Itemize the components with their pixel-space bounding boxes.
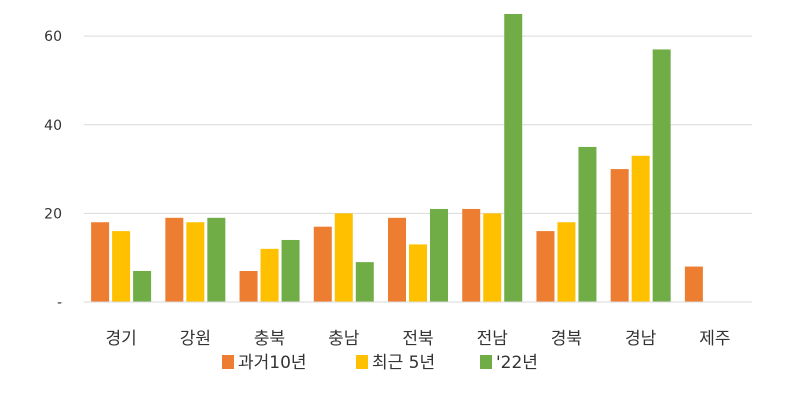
bar-경남-최근 5년 (631, 155, 650, 302)
y-tick-label: - (57, 295, 62, 311)
bar-경기-최근 5년 (112, 231, 131, 302)
bar-충북-최근 5년 (260, 248, 279, 302)
bar-경북-'22년 (578, 146, 597, 302)
y-tick-label: 40 (44, 118, 62, 134)
y-tick-label: 20 (44, 206, 62, 222)
legend-swatch (480, 355, 492, 369)
bar-경기-과거10년 (91, 222, 110, 302)
x-axis-labels: 경기 강원 충북 충남 전북 전남 경북 경남 제주 (105, 329, 730, 349)
legend-label: 최근 5년 (372, 353, 435, 373)
y-tick-label: 60 (44, 29, 62, 45)
bar-충남-'22년 (355, 262, 374, 302)
bar-경북-과거10년 (536, 231, 555, 302)
gridlines (84, 35, 752, 214)
bar-충북-과거10년 (239, 270, 258, 302)
bar-전북-'22년 (430, 208, 448, 302)
bar-충남-최근 5년 (334, 213, 353, 302)
x-tick-label: 강원 (180, 329, 211, 349)
bar-강원-'22년 (207, 217, 226, 302)
legend-swatch (222, 355, 234, 369)
bar-전남-과거10년 (462, 208, 481, 302)
bar-전남-최근 5년 (483, 213, 502, 302)
bar-강원-최근 5년 (186, 222, 205, 302)
x-tick-label: 전북 (402, 329, 433, 349)
x-tick-label: 충북 (254, 329, 285, 349)
bar-강원-과거10년 (165, 217, 184, 302)
x-tick-label: 경기 (105, 329, 136, 349)
x-tick-label: 제주 (699, 329, 730, 349)
x-tick-label: 경남 (625, 329, 657, 349)
x-tick-label: 경북 (551, 329, 582, 349)
bars (91, 14, 703, 303)
bar-경기-'22년 (133, 270, 152, 302)
bar-경북-최근 5년 (557, 222, 576, 302)
bar-경남-'22년 (652, 49, 671, 303)
bar-충북-'22년 (281, 239, 300, 302)
bar-전남-'22년 (504, 14, 523, 302)
legend-label: 과거10년 (238, 353, 307, 373)
y-axis-ticks: - 20 40 60 (44, 29, 62, 311)
legend-swatch (356, 355, 368, 369)
bar-제주-과거10년 (684, 266, 703, 302)
bar-전북-최근 5년 (409, 244, 427, 302)
x-tick-label: 충남 (328, 329, 360, 349)
x-tick-label: 전남 (477, 329, 509, 349)
legend-label: '22년 (496, 353, 538, 373)
legend: 과거10년 최근 5년 '22년 (222, 353, 538, 373)
bar-경남-과거10년 (610, 169, 629, 302)
bar-충남-과거10년 (313, 226, 332, 302)
bar-전북-과거10년 (388, 217, 406, 302)
